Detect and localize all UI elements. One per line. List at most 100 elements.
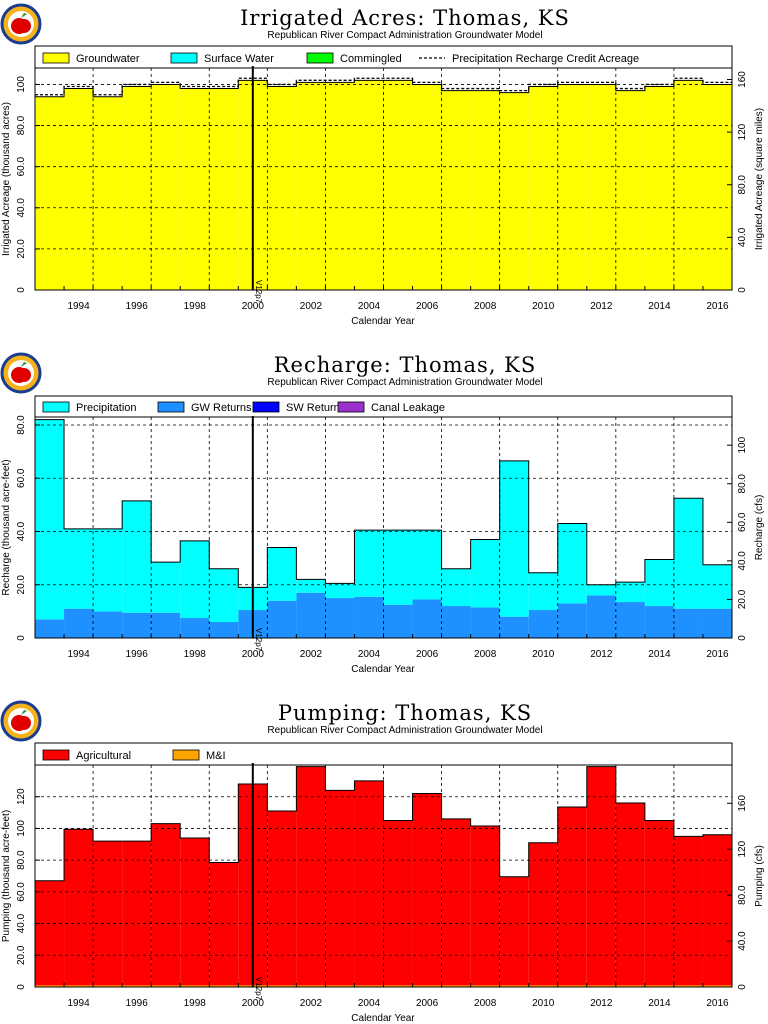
y-tick-label: 0 <box>16 984 27 990</box>
bar <box>180 88 210 290</box>
bar <box>122 500 152 613</box>
bar <box>615 582 645 603</box>
bar <box>557 603 587 638</box>
model-version-label: V12p7 <box>254 628 263 652</box>
bar <box>93 528 123 612</box>
logo-leaf <box>21 13 27 18</box>
bar <box>528 86 558 290</box>
y2-tick-label: 80.0 <box>737 885 748 905</box>
x-tick-label: 2014 <box>648 998 671 1009</box>
y2-axis-label: Recharge (cfs) <box>754 495 765 561</box>
bar <box>151 985 181 987</box>
bar <box>644 86 674 290</box>
chart-title: Irrigated Acres: Thomas, KS <box>240 6 570 30</box>
y-tick-label: 20.0 <box>16 945 27 965</box>
x-tick-label: 2010 <box>532 649 555 660</box>
bar <box>122 985 152 987</box>
bar <box>93 96 123 291</box>
y2-tick-label: 80.0 <box>737 474 748 494</box>
y-axis-left: 0 20.0 40.0 60.0 80.0 Recharge (thousand acre… <box>1 415 40 641</box>
bar <box>702 84 732 290</box>
bar <box>644 559 674 607</box>
bar <box>441 568 471 607</box>
legend-item: Groundwater <box>42 52 140 65</box>
x-tick-label: 2004 <box>358 649 381 660</box>
x-tick-label: 2008 <box>474 998 497 1009</box>
bar <box>412 793 442 986</box>
legend-label: Commingled <box>340 53 402 65</box>
bar <box>93 985 123 987</box>
x-tick-label: 2016 <box>706 998 729 1009</box>
x-tick-label: 2012 <box>590 998 613 1009</box>
y-tick-label: 80.0 <box>16 415 27 435</box>
x-tick-label: 2008 <box>474 301 497 312</box>
y2-tick-label: 160 <box>737 71 748 88</box>
bar <box>209 88 239 290</box>
x-tick-label: 2000 <box>242 301 265 312</box>
bar <box>470 826 500 986</box>
x-tick-label: 2016 <box>706 301 729 312</box>
y-tick-label: 60.0 <box>16 156 27 176</box>
bar <box>470 607 500 638</box>
x-tick-label: 2002 <box>300 649 323 660</box>
bar <box>180 618 210 638</box>
chart-title: Recharge: Thomas, KS <box>274 353 537 377</box>
y-tick-label: 100 <box>16 820 27 837</box>
bar <box>441 818 471 986</box>
bar <box>673 608 703 638</box>
bar <box>615 985 645 987</box>
y-tick-label: 40.0 <box>16 198 27 218</box>
y-tick-label: 0 <box>16 635 27 641</box>
y-tick-label: 80.0 <box>16 115 27 135</box>
x-tick-label: 2002 <box>300 998 323 1009</box>
bar <box>673 836 703 986</box>
y-axis-left: 0 20.0 40.0 60.0 80.0 100 120 Pumping (thousand… <box>1 788 40 990</box>
chart-subtitle: Republican River Compact Administration … <box>267 725 542 736</box>
bar <box>383 604 413 638</box>
legend-label: Precipitation Recharge Credit Acreage <box>452 53 639 65</box>
legend-swatch <box>172 749 200 761</box>
bar <box>499 985 529 987</box>
bar <box>528 842 558 986</box>
bar <box>64 985 94 987</box>
bar <box>267 600 297 638</box>
y2-tick-label: 100 <box>737 436 748 453</box>
bar <box>470 539 500 608</box>
y-tick-label: 40.0 <box>16 521 27 541</box>
legend-label: GW Returns <box>191 402 252 414</box>
legend-label: Precipitation <box>76 402 137 414</box>
x-tick-label: 2004 <box>358 301 381 312</box>
bar <box>702 608 732 638</box>
legend-item: Precipitation <box>42 401 137 414</box>
bar <box>441 606 471 638</box>
y-axis-label: Pumping (thousand acre-feet) <box>1 810 12 942</box>
legend: Agricultural M&I <box>42 749 226 762</box>
x-tick-label: 2000 <box>242 998 265 1009</box>
bar <box>673 985 703 987</box>
x-tick-label: 2006 <box>416 998 439 1009</box>
y-axis-right: 0 20.0 40.0 60.0 80.0 100 Recharge (cfs) <box>727 436 765 641</box>
bar <box>586 985 616 987</box>
chart-subtitle: Republican River Compact Administration … <box>267 377 542 388</box>
bar <box>180 985 210 987</box>
x-tick-label: 1996 <box>126 301 149 312</box>
bar <box>499 876 529 986</box>
x-axis: 1994 1996 1998 2000 2002 2004 2006 2008 2010 2012… <box>34 634 733 675</box>
bar <box>35 419 65 620</box>
legend-label: Surface Water <box>204 53 274 65</box>
bar <box>441 985 471 987</box>
y2-tick-label: 0 <box>737 635 748 641</box>
x-tick-label: 2004 <box>358 998 381 1009</box>
x-tick-label: 2000 <box>242 649 265 660</box>
model-version-label: V12p7 <box>254 977 263 1001</box>
x-axis-label: Calendar Year <box>351 1013 415 1024</box>
x-axis-label: Calendar Year <box>351 664 415 675</box>
y-axis-label: Irrigated Acreage (thousand acres) <box>1 102 12 256</box>
y-tick-label: 120 <box>16 788 27 805</box>
bar <box>354 80 384 290</box>
rrca-logo-icon <box>0 700 42 742</box>
bar <box>296 766 326 986</box>
y-axis-right: 0 40.0 80.0 120 160 Pumping (cfs) <box>727 795 765 990</box>
bar <box>325 985 355 987</box>
